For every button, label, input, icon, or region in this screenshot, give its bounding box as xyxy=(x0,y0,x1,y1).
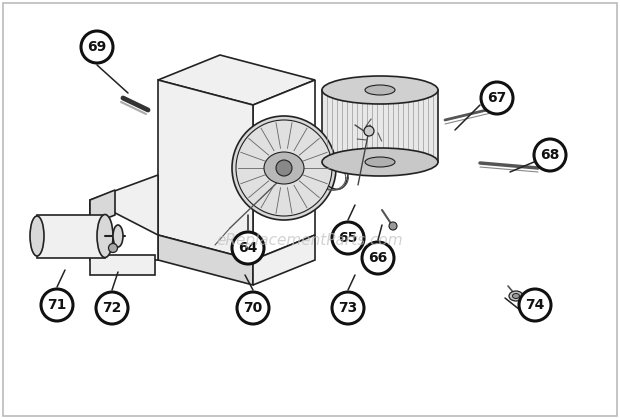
Ellipse shape xyxy=(97,215,113,258)
Polygon shape xyxy=(322,90,438,162)
Circle shape xyxy=(534,139,566,171)
Polygon shape xyxy=(90,190,115,225)
Circle shape xyxy=(96,292,128,324)
Polygon shape xyxy=(253,80,315,260)
Ellipse shape xyxy=(264,152,304,184)
Circle shape xyxy=(332,292,364,324)
Polygon shape xyxy=(90,200,158,260)
Ellipse shape xyxy=(365,157,395,167)
Ellipse shape xyxy=(365,85,395,95)
Polygon shape xyxy=(158,80,253,260)
Circle shape xyxy=(232,116,336,220)
Circle shape xyxy=(364,126,374,136)
Ellipse shape xyxy=(322,76,438,104)
Ellipse shape xyxy=(108,243,118,253)
Ellipse shape xyxy=(113,225,123,247)
Text: 67: 67 xyxy=(487,91,507,105)
Text: 71: 71 xyxy=(47,298,67,312)
Circle shape xyxy=(81,31,113,63)
Polygon shape xyxy=(158,235,253,285)
Polygon shape xyxy=(37,215,105,258)
Ellipse shape xyxy=(513,293,520,298)
Circle shape xyxy=(481,82,513,114)
Text: 72: 72 xyxy=(102,301,122,315)
Circle shape xyxy=(41,289,73,321)
Ellipse shape xyxy=(509,291,523,301)
Polygon shape xyxy=(90,255,155,275)
Polygon shape xyxy=(158,55,315,105)
Polygon shape xyxy=(253,235,315,285)
Polygon shape xyxy=(90,175,158,260)
Circle shape xyxy=(276,160,292,176)
Text: 65: 65 xyxy=(339,231,358,245)
Circle shape xyxy=(519,289,551,321)
Circle shape xyxy=(237,292,269,324)
Circle shape xyxy=(236,120,332,216)
Circle shape xyxy=(232,232,264,264)
Text: 68: 68 xyxy=(540,148,560,162)
Text: 70: 70 xyxy=(244,301,263,315)
Text: 66: 66 xyxy=(368,251,388,265)
Text: eReplacementParts.com: eReplacementParts.com xyxy=(216,233,404,248)
Text: 74: 74 xyxy=(525,298,545,312)
Text: 73: 73 xyxy=(339,301,358,315)
Ellipse shape xyxy=(30,216,44,256)
Circle shape xyxy=(332,222,364,254)
Text: 69: 69 xyxy=(87,40,107,54)
Ellipse shape xyxy=(322,148,438,176)
Circle shape xyxy=(389,222,397,230)
Circle shape xyxy=(362,242,394,274)
Text: 64: 64 xyxy=(238,241,258,255)
